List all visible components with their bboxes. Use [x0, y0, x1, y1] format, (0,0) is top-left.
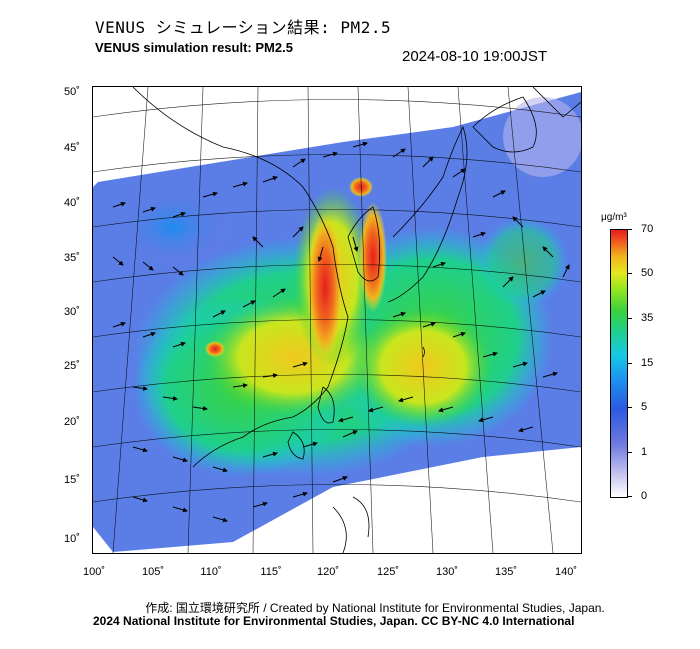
lon-tick: 135˚: [494, 566, 518, 578]
colorbar-label: 15: [641, 357, 654, 369]
colorbar-tick: [627, 229, 632, 230]
lat-tick: 20˚: [64, 416, 80, 428]
colorbar-label: 5: [641, 401, 648, 413]
lon-tick: 105˚: [141, 566, 165, 578]
wind-vectors: [112, 141, 570, 523]
lat-tick: 45˚: [64, 142, 80, 154]
lat-tick: 25˚: [64, 360, 80, 372]
lat-tick: 10˚: [64, 533, 80, 545]
lat-tick: 30˚: [64, 306, 80, 318]
lat-tick: 35˚: [64, 252, 80, 264]
colorbar-label: 0: [641, 490, 648, 502]
lon-tick: 130˚: [435, 566, 459, 578]
coastlines: [132, 87, 581, 553]
colorbar-unit: μg/m³: [601, 212, 627, 223]
colorbar-label: 35: [641, 312, 654, 324]
lon-tick: 140˚: [554, 566, 578, 578]
lat-tick: 50˚: [64, 86, 80, 98]
title-english: VENUS simulation result: PM2.5: [95, 40, 293, 55]
lon-tick: 125˚: [376, 566, 400, 578]
colorbar-tick: [627, 407, 632, 408]
colorbar-tick: [627, 496, 632, 497]
title-japanese: VENUS シミュレーション結果: PM2.5: [95, 18, 392, 37]
colorbar-label: 1: [641, 446, 648, 458]
footer-credit: 作成: 国立環境研究所 / Created by National Instit…: [145, 601, 605, 615]
lat-tick: 15˚: [64, 474, 80, 486]
pm25-map: [92, 86, 582, 554]
forecast-timestamp: 2024-08-10 19:00JST: [402, 48, 548, 65]
footer-copyright: 2024 National Institute for Environmenta…: [93, 614, 575, 628]
lon-tick: 115˚: [260, 566, 282, 578]
lon-tick: 120˚: [316, 566, 340, 578]
colorbar: [610, 229, 628, 498]
lon-tick: 110˚: [200, 566, 222, 578]
colorbar-tick: [627, 452, 632, 453]
lat-tick: 40˚: [64, 197, 80, 209]
colorbar-tick: [627, 318, 632, 319]
colorbar-tick: [627, 363, 632, 364]
colorbar-label: 70: [641, 223, 654, 235]
lon-tick: 100˚: [82, 566, 106, 578]
colorbar-tick: [627, 273, 632, 274]
concentration-field: [93, 92, 581, 552]
colorbar-label: 50: [641, 267, 654, 279]
